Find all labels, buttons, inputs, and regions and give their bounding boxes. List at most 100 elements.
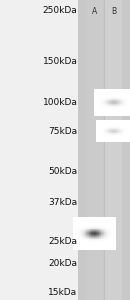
Bar [120, 128, 121, 129]
Bar [99, 101, 100, 102]
Bar [106, 238, 107, 239]
Bar [114, 223, 115, 224]
Bar [113, 222, 114, 223]
Bar [108, 220, 109, 221]
Bar [104, 120, 105, 121]
Bar [115, 104, 116, 105]
Bar [89, 231, 90, 232]
Bar [110, 249, 111, 250]
Bar [81, 240, 82, 241]
Bar [111, 106, 112, 107]
Bar [124, 135, 125, 136]
Bar [94, 109, 95, 110]
Bar [96, 238, 97, 239]
Bar [98, 138, 99, 139]
Bar [104, 248, 105, 249]
Bar [101, 125, 102, 126]
Bar [113, 246, 114, 247]
Bar [116, 131, 117, 132]
Bar [103, 135, 104, 136]
Bar [78, 237, 79, 238]
Bar [107, 133, 108, 134]
Bar [101, 243, 102, 244]
Bar [114, 221, 115, 222]
Bar [112, 140, 113, 141]
Bar [89, 227, 90, 228]
Bar [106, 111, 107, 112]
Bar [127, 110, 128, 111]
Bar [82, 235, 83, 236]
Bar [129, 97, 130, 98]
Bar [104, 125, 105, 126]
Bar [99, 108, 100, 109]
Bar [75, 240, 76, 241]
Bar [113, 244, 114, 245]
Bar [117, 99, 118, 100]
Bar [75, 219, 76, 220]
Bar [107, 95, 108, 96]
Bar [107, 233, 108, 234]
Bar [86, 238, 87, 239]
Bar [88, 227, 89, 228]
Bar [109, 234, 110, 235]
Bar [102, 126, 103, 127]
Bar [94, 112, 95, 113]
Bar [129, 104, 130, 105]
Bar [110, 103, 111, 104]
Bar [102, 228, 103, 229]
Bar [104, 127, 105, 128]
Bar [111, 226, 112, 227]
Bar [125, 112, 126, 113]
Bar [112, 130, 113, 131]
Bar [112, 136, 113, 137]
Bar [114, 109, 115, 110]
Bar [112, 220, 113, 221]
Bar [99, 121, 100, 122]
Bar [89, 225, 90, 226]
Bar [109, 236, 110, 237]
Bar [85, 249, 86, 250]
Bar [103, 131, 104, 132]
Bar [96, 238, 97, 239]
Bar [120, 120, 121, 121]
Bar [126, 121, 127, 122]
Bar [110, 124, 111, 125]
Bar [108, 97, 109, 98]
Bar [115, 220, 116, 221]
Bar [73, 238, 74, 239]
Bar [120, 139, 121, 140]
Bar [101, 100, 102, 101]
Bar [80, 245, 81, 246]
Bar [108, 114, 109, 115]
Bar [115, 237, 116, 238]
Bar [109, 231, 110, 232]
Bar [95, 98, 96, 99]
Bar [99, 124, 100, 125]
Bar [93, 249, 94, 250]
Bar [108, 95, 109, 96]
Bar [118, 93, 119, 94]
Bar [110, 225, 111, 226]
Bar [109, 243, 110, 244]
Bar [114, 126, 115, 127]
Bar [77, 236, 78, 237]
Bar [123, 104, 124, 105]
Bar [102, 95, 103, 96]
Bar [114, 249, 115, 250]
Bar [98, 227, 99, 228]
Bar [119, 140, 120, 141]
Bar [97, 229, 98, 230]
Bar [112, 232, 113, 233]
Bar [93, 244, 94, 245]
Bar [86, 219, 87, 220]
Bar [121, 133, 122, 134]
Bar [102, 244, 103, 245]
Bar [101, 124, 102, 125]
Bar [82, 233, 83, 234]
Bar [77, 242, 78, 243]
Bar [93, 217, 94, 218]
Bar [112, 227, 113, 228]
Bar [99, 115, 100, 116]
Bar [116, 125, 117, 126]
Bar [121, 95, 122, 96]
